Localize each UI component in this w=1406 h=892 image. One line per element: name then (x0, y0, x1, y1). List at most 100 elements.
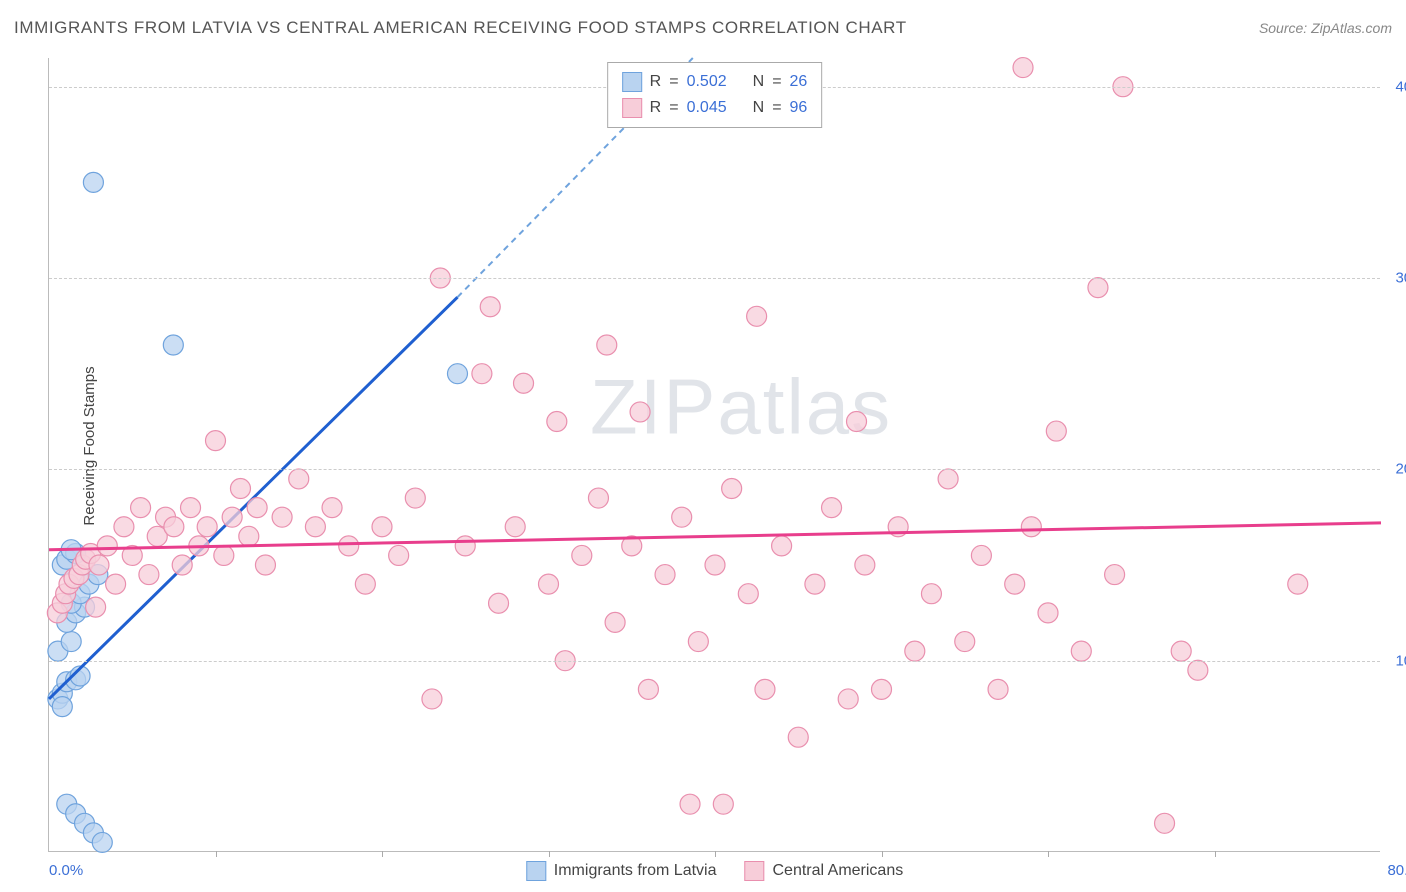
data-point (1188, 660, 1208, 680)
data-point (455, 536, 475, 556)
data-point (339, 536, 359, 556)
legend-series-box: Immigrants from Latvia Central Americans (526, 861, 903, 881)
x-tick-left: 0.0% (49, 862, 83, 879)
data-point (1038, 603, 1058, 623)
data-point (422, 689, 442, 709)
data-point (97, 536, 117, 556)
data-point (921, 584, 941, 604)
data-point (131, 498, 151, 518)
n-value-central: 96 (790, 99, 808, 117)
data-point (788, 727, 808, 747)
legend-correlation-box: R = 0.502 N = 26 R = 0.045 N = 96 (607, 62, 823, 128)
data-point (1088, 278, 1108, 298)
x-minor-tick (382, 851, 383, 857)
n-label: N (753, 73, 765, 91)
data-point (206, 431, 226, 451)
scatter-svg (49, 58, 1380, 851)
x-minor-tick (549, 851, 550, 857)
legend-label-central: Central Americans (773, 862, 904, 880)
data-point (855, 555, 875, 575)
y-gridline (49, 469, 1380, 470)
data-point (688, 632, 708, 652)
eq: = (669, 73, 678, 91)
data-point (772, 536, 792, 556)
n-value-latvia: 26 (790, 73, 808, 91)
legend-row-latvia: R = 0.502 N = 26 (622, 69, 808, 95)
source-attribution: Source: ZipAtlas.com (1259, 20, 1392, 36)
data-point (89, 555, 109, 575)
chart-plot-area: ZIPatlas R = 0.502 N = 26 R = 0.045 N = … (48, 58, 1380, 852)
data-point (92, 832, 112, 852)
swatch-latvia (622, 72, 642, 92)
data-point (547, 412, 567, 432)
chart-title: IMMIGRANTS FROM LATVIA VS CENTRAL AMERIC… (14, 18, 907, 38)
legend-item-central: Central Americans (745, 861, 904, 881)
data-point (389, 545, 409, 565)
r-label: R (650, 73, 662, 91)
source-value: ZipAtlas.com (1311, 20, 1392, 36)
data-point (605, 612, 625, 632)
data-point (214, 545, 234, 565)
y-tick-label: 30.0% (1395, 270, 1406, 287)
eq: = (772, 99, 781, 117)
data-point (255, 555, 275, 575)
data-point (988, 679, 1008, 699)
data-point (489, 593, 509, 613)
swatch-central (622, 98, 642, 118)
source-label: Source: (1259, 20, 1311, 36)
data-point (655, 565, 675, 585)
data-point (597, 335, 617, 355)
x-minor-tick (715, 851, 716, 857)
data-point (61, 632, 81, 652)
r-label: R (650, 99, 662, 117)
data-point (322, 498, 342, 518)
data-point (847, 412, 867, 432)
data-point (164, 517, 184, 537)
data-point (872, 679, 892, 699)
data-point (1021, 517, 1041, 537)
data-point (230, 478, 250, 498)
data-point (672, 507, 692, 527)
data-point (572, 545, 592, 565)
data-point (705, 555, 725, 575)
data-point (713, 794, 733, 814)
data-point (86, 597, 106, 617)
data-point (1013, 58, 1033, 78)
x-minor-tick (216, 851, 217, 857)
y-gridline (49, 278, 1380, 279)
data-point (289, 469, 309, 489)
data-point (83, 172, 103, 192)
data-point (197, 517, 217, 537)
data-point (1071, 641, 1091, 661)
data-point (480, 297, 500, 317)
data-point (539, 574, 559, 594)
data-point (955, 632, 975, 652)
data-point (514, 373, 534, 393)
n-label: N (753, 99, 765, 117)
swatch-central-bottom (745, 861, 765, 881)
swatch-latvia-bottom (526, 861, 546, 881)
legend-item-latvia: Immigrants from Latvia (526, 861, 717, 881)
data-point (139, 565, 159, 585)
y-gridline (49, 661, 1380, 662)
data-point (938, 469, 958, 489)
data-point (1288, 574, 1308, 594)
data-point (405, 488, 425, 508)
data-point (747, 306, 767, 326)
data-point (181, 498, 201, 518)
data-point (114, 517, 134, 537)
data-point (1046, 421, 1066, 441)
data-point (472, 364, 492, 384)
r-value-central: 0.045 (687, 99, 727, 117)
data-point (588, 488, 608, 508)
eq: = (669, 99, 678, 117)
data-point (738, 584, 758, 604)
data-point (638, 679, 658, 699)
data-point (755, 679, 775, 699)
x-minor-tick (1215, 851, 1216, 857)
legend-label-latvia: Immigrants from Latvia (554, 862, 717, 880)
data-point (222, 507, 242, 527)
x-tick-right: 80.0% (1387, 862, 1406, 879)
data-point (1105, 565, 1125, 585)
data-point (722, 478, 742, 498)
